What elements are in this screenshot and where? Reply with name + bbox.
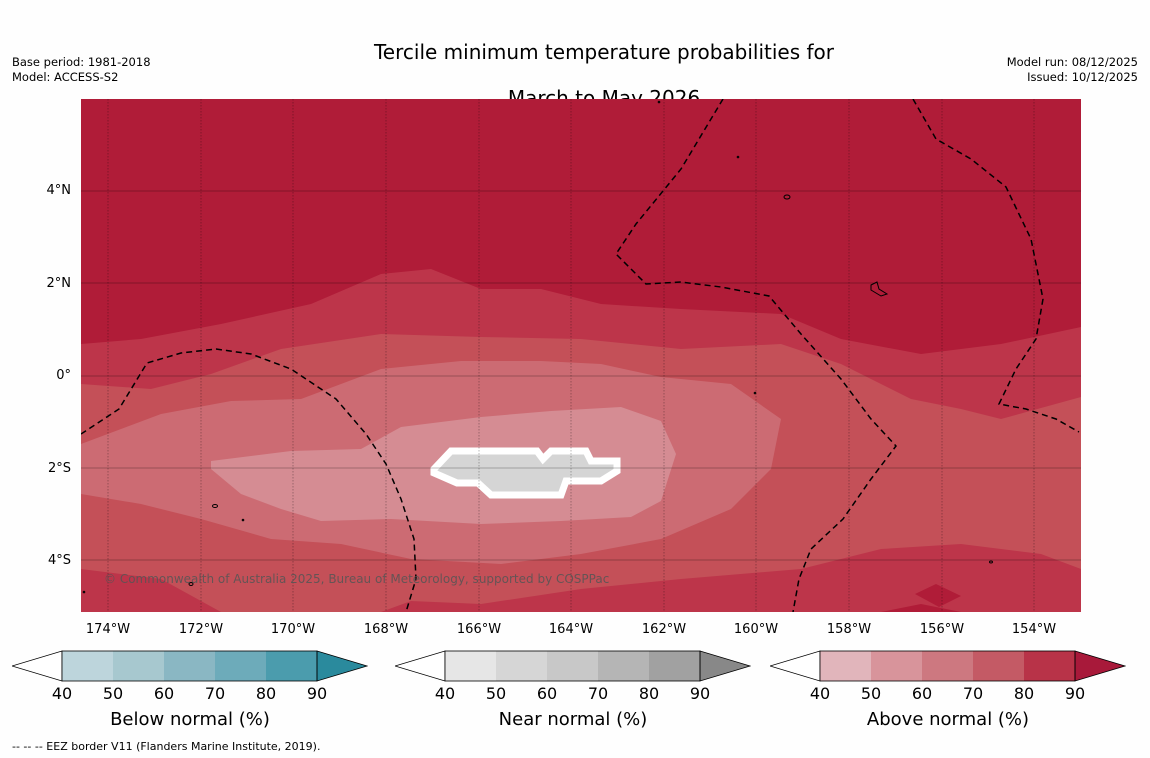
colorbar-swatch <box>699 650 751 682</box>
colorbar-swatch <box>113 651 164 681</box>
latitude-gridlines <box>81 190 1081 561</box>
lon-label-168w: 168°W <box>363 622 409 637</box>
islands <box>82 100 993 594</box>
model-run-text: Model run: 08/12/2025 <box>1006 55 1138 69</box>
cb-below-tick-40: 40 <box>51 684 73 703</box>
cb-above-tick-50: 50 <box>860 684 882 703</box>
colorbar-swatch <box>598 651 649 681</box>
copyright-notice: © Commonwealth of Australia 2025, Bureau… <box>104 572 610 586</box>
cb-below-tick-50: 50 <box>102 684 124 703</box>
cb-above-tick-80: 80 <box>1013 684 1035 703</box>
lat-label-2s: 2°S <box>47 461 71 476</box>
colorbar-below-normal <box>12 650 368 682</box>
lon-label-170w: 170°W <box>270 622 316 637</box>
meta-right: Model run: 08/12/2025 Issued: 10/12/2025 <box>1007 55 1138 85</box>
lon-label-162w: 162°W <box>641 622 687 637</box>
patch-above-80-90 <box>915 584 961 607</box>
lat-label-2n: 2°N <box>46 276 72 291</box>
colorbar-swatch <box>547 651 598 681</box>
colorbar-swatch <box>496 651 547 681</box>
colorbar-above-normal <box>770 650 1126 682</box>
cb-near-tick-70: 70 <box>587 684 609 703</box>
lat-label-4s: 4°S <box>47 553 71 568</box>
cb-above-tick-40: 40 <box>809 684 831 703</box>
issued-text: Issued: 10/12/2025 <box>1027 70 1138 84</box>
lon-label-174w: 174°W <box>85 622 131 637</box>
cb-below-tick-80: 80 <box>255 684 277 703</box>
near-normal-patch <box>430 447 621 499</box>
cb-near-tick-80: 80 <box>638 684 660 703</box>
cb-near-title: Near normal (%) <box>498 709 648 730</box>
lat-label-0: 0° <box>56 368 71 383</box>
colorbar-swatch <box>649 651 700 681</box>
base-period-text: Base period: 1981-2018 <box>12 55 151 69</box>
cb-above-tick-90: 90 <box>1064 684 1086 703</box>
lon-label-166w: 166°W <box>456 622 502 637</box>
cb-below-tick-60: 60 <box>153 684 175 703</box>
cb-near-tick-40: 40 <box>434 684 456 703</box>
lat-label-4n: 4°N <box>46 183 72 198</box>
colorbar-swatch <box>871 651 922 681</box>
lon-label-156w: 156°W <box>919 622 965 637</box>
map-title: Tercile minimum temperature probabilitie… <box>0 18 1150 110</box>
colorbar-swatch <box>1074 650 1126 682</box>
colorbar-swatch <box>62 651 113 681</box>
colorbar-near-normal <box>395 650 751 682</box>
cb-near-tick-60: 60 <box>536 684 558 703</box>
colorbar-swatch <box>316 650 368 682</box>
colorbar-swatch <box>922 651 973 681</box>
eez-borders <box>81 99 1080 612</box>
meta-left: Base period: 1981-2018 Model: ACCESS-S2 <box>12 55 151 85</box>
colorbar-swatch <box>164 651 215 681</box>
lon-label-164w: 164°W <box>548 622 594 637</box>
lon-label-160w: 160°W <box>733 622 779 637</box>
probability-map <box>81 99 1081 612</box>
cb-above-tick-60: 60 <box>911 684 933 703</box>
cb-near-tick-50: 50 <box>485 684 507 703</box>
colorbar-swatch <box>445 651 496 681</box>
colorbar-swatch <box>973 651 1024 681</box>
cb-below-tick-90: 90 <box>306 684 328 703</box>
lon-label-158w: 158°W <box>826 622 872 637</box>
cb-above-tick-70: 70 <box>962 684 984 703</box>
colorbar-swatch <box>820 651 871 681</box>
cb-above-title: Above normal (%) <box>866 709 1030 730</box>
cb-below-title: Below normal (%) <box>110 709 270 730</box>
colorbar-swatch <box>1024 651 1075 681</box>
colorbar-swatch <box>215 651 266 681</box>
lon-label-172w: 172°W <box>178 622 224 637</box>
model-text: Model: ACCESS-S2 <box>12 70 119 84</box>
cb-below-tick-70: 70 <box>204 684 226 703</box>
cb-near-tick-90: 90 <box>689 684 711 703</box>
longitude-gridlines <box>107 99 1035 612</box>
lon-label-154w: 154°W <box>1011 622 1057 637</box>
colorbar-swatch <box>266 651 317 681</box>
title-line-1: Tercile minimum temperature probabilitie… <box>373 40 835 64</box>
eez-footnote: -- -- -- EEZ border V11 (Flanders Marine… <box>12 740 321 753</box>
